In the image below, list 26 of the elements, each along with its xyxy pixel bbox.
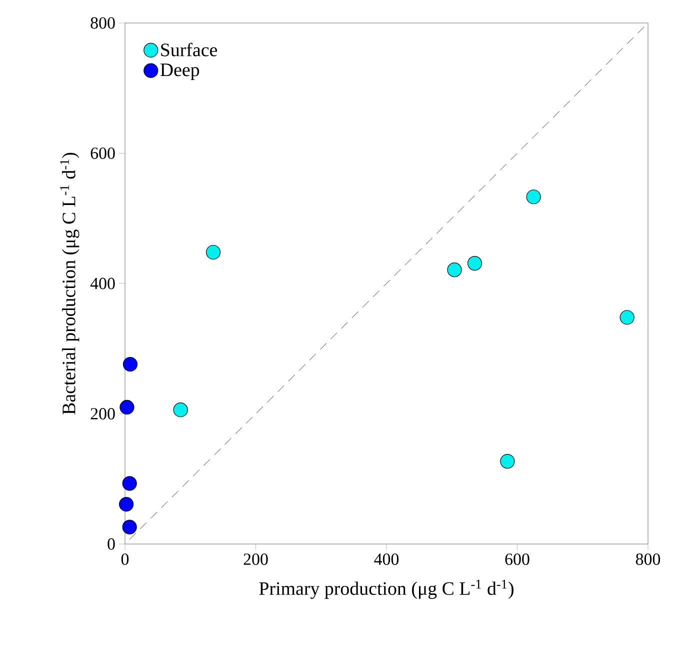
point (500, 454, 515, 469)
legend-label: Deep (160, 64, 200, 80)
y-tick-label: 400 (90, 278, 115, 290)
x-axis-title: Primary production (μg C L$^{-1}$ d$^{-1}$) (259, 580, 514, 599)
y-tick-label: 800 (90, 17, 115, 29)
point (122, 520, 137, 534)
legend-label: Surface (161, 42, 218, 56)
point (122, 356, 138, 372)
point (620, 310, 634, 325)
y-tick-label: 600 (90, 148, 115, 159)
point (206, 244, 221, 260)
point (173, 402, 188, 418)
y-axis-title: Bacterial production (μg C L$^{-1}$ d$^{-1}$) (60, 152, 80, 414)
x-tick-label: 0 (121, 554, 129, 565)
point (120, 400, 134, 415)
point (119, 496, 134, 512)
x-tick-label: 600 (505, 554, 530, 565)
x-tick-label: 400 (374, 554, 399, 565)
point (526, 190, 541, 204)
point (447, 262, 462, 278)
x-tick-label: 200 (244, 554, 268, 565)
point (122, 476, 137, 491)
y-tick-label: 200 (90, 408, 115, 420)
y-tick-label: 0 (108, 538, 115, 550)
x-tick-label: 800 (636, 554, 660, 565)
point (467, 256, 482, 271)
